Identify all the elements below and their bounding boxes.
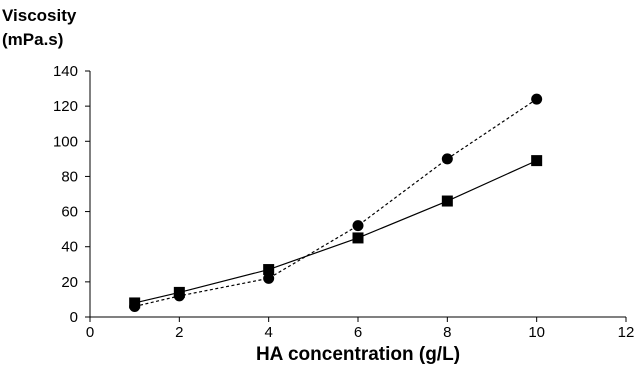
data-point-square <box>531 155 543 167</box>
y-ticks: 0 20 40 60 80 100 120 140 <box>53 63 90 326</box>
data-point-circle <box>263 272 275 284</box>
series-layer <box>129 93 543 312</box>
x-tick-label: 12 <box>618 324 635 341</box>
x-tick-label: 4 <box>264 324 272 341</box>
y-tick-label: 0 <box>70 309 78 326</box>
y-tick-label: 80 <box>61 168 78 185</box>
series-1 <box>129 155 543 309</box>
data-point-square <box>441 195 453 207</box>
y-tick-label: 100 <box>53 133 78 150</box>
data-point-circle <box>531 93 543 105</box>
data-point-circle <box>129 300 141 312</box>
series-2 <box>129 93 543 312</box>
y-tick-label: 120 <box>53 98 78 115</box>
x-tick-label: 10 <box>528 324 545 341</box>
x-tick-label: 8 <box>443 324 451 341</box>
x-tick-label: 0 <box>86 324 94 341</box>
series-line <box>134 160 537 304</box>
x-axis-label: HA concentration (g/L) <box>255 344 461 365</box>
data-point-square <box>352 232 364 244</box>
x-ticks: 0 2 4 6 8 10 12 <box>86 317 635 341</box>
y-tick-label: 40 <box>61 239 78 256</box>
y-tick-label: 60 <box>61 204 78 221</box>
series-line <box>134 98 538 308</box>
axes <box>89 71 626 318</box>
data-point-circle <box>352 220 364 232</box>
y-axis-label-line-2: (mPa.s) <box>2 30 64 49</box>
data-point-square <box>263 264 275 276</box>
y-tick-label: 140 <box>53 63 78 80</box>
y-tick-label: 20 <box>61 274 78 291</box>
x-tick-label: 6 <box>354 324 362 341</box>
x-tick-label: 2 <box>175 324 183 341</box>
data-point-circle <box>441 153 453 165</box>
data-point-circle <box>173 290 185 302</box>
y-axis-label-line-1: Viscosity <box>2 6 77 25</box>
